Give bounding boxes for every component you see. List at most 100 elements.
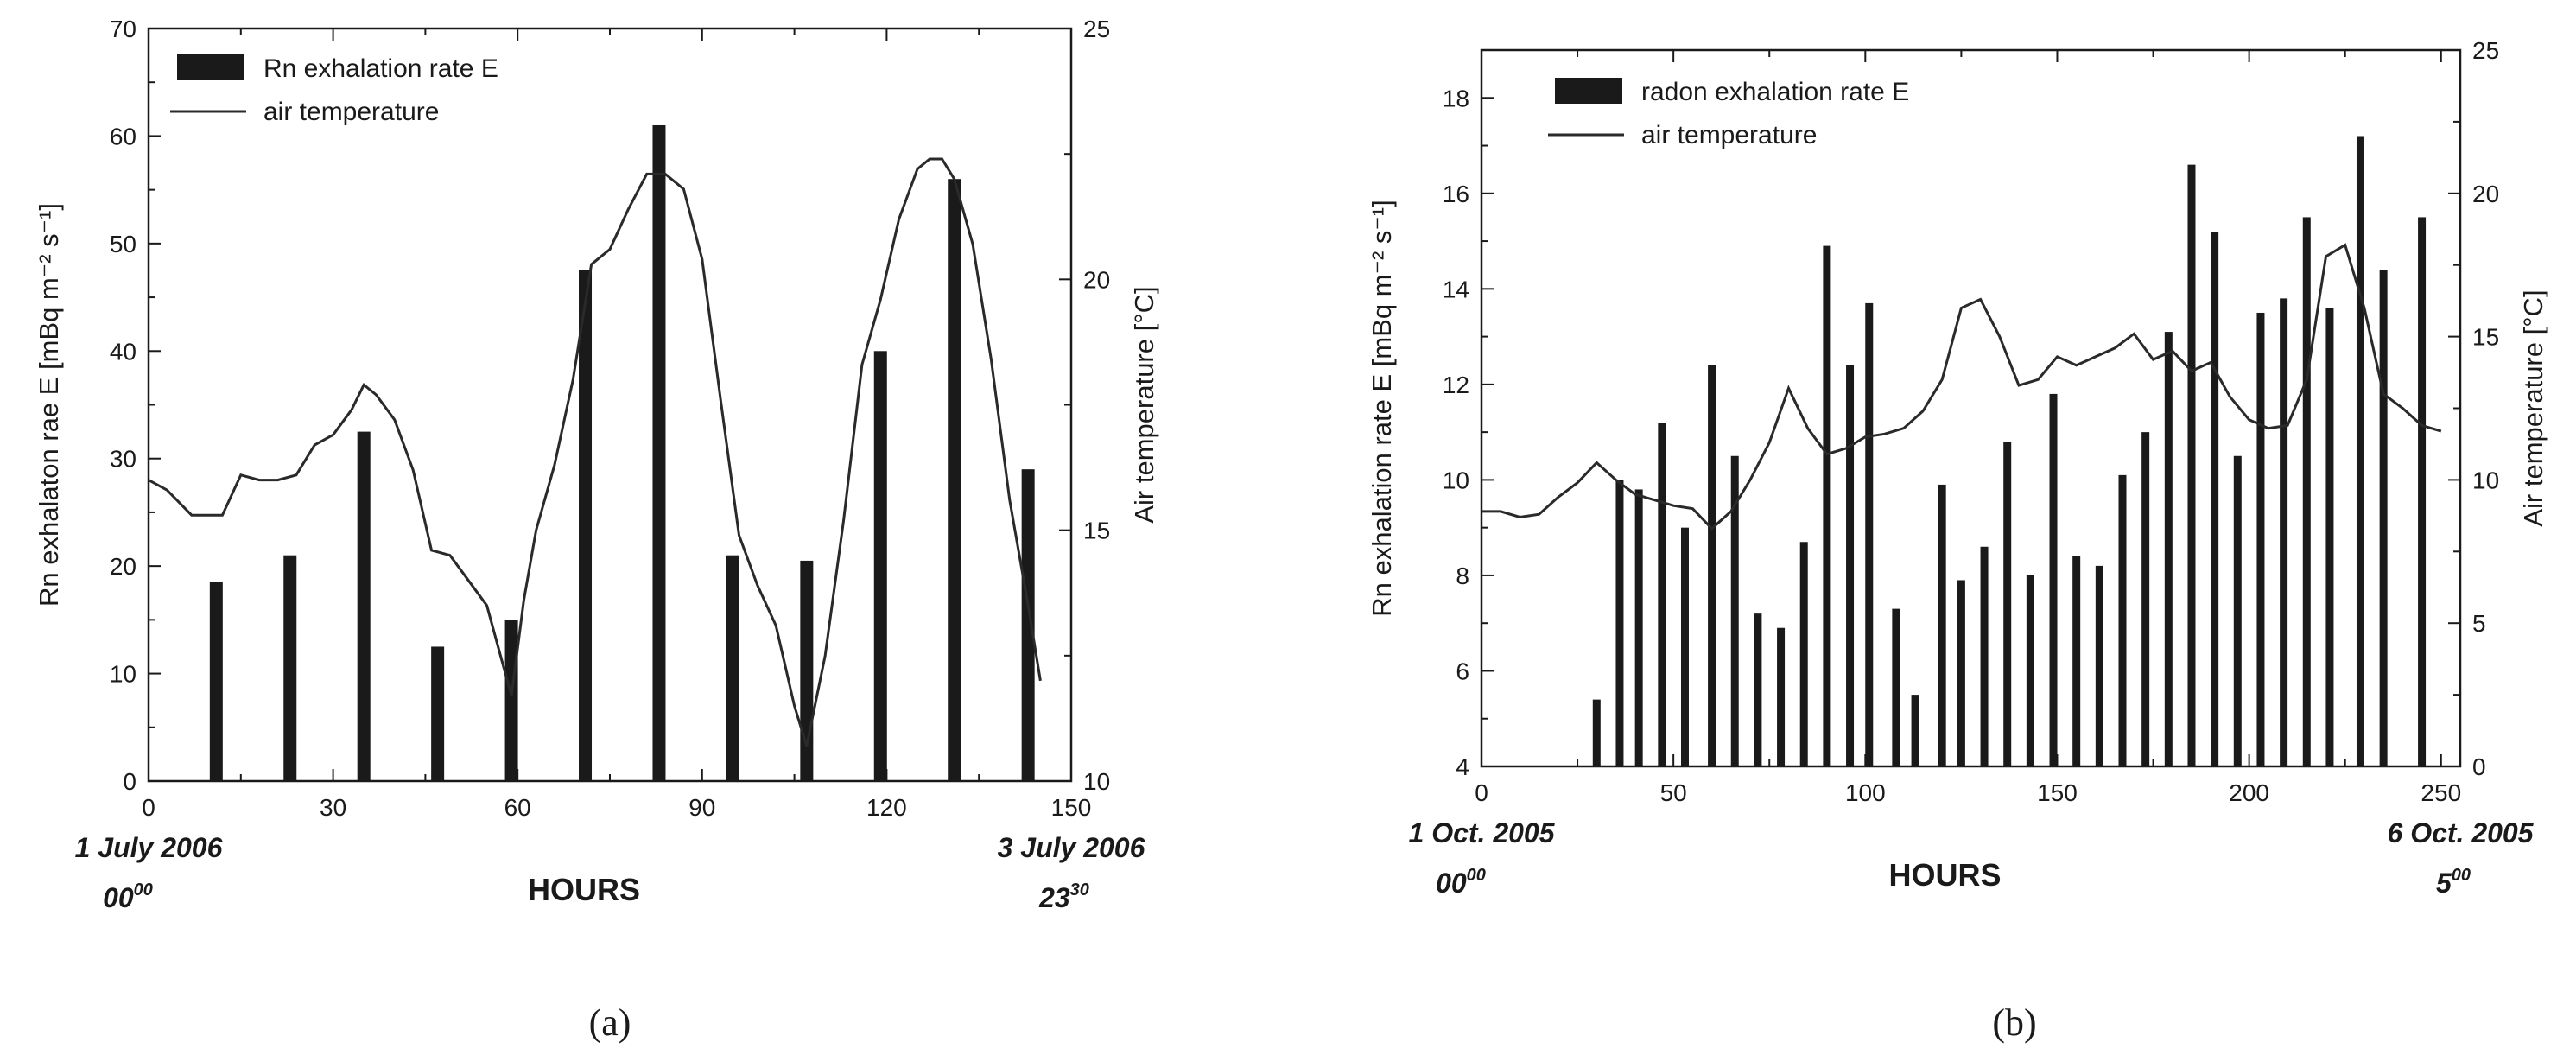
y-left-axis-title: Rn exhalation rate E [mBq m⁻² s⁻¹] — [1367, 200, 1397, 616]
exhalation-bar — [2302, 217, 2311, 766]
y-left-tick-label: 30 — [110, 446, 136, 473]
plot-frame — [1480, 48, 2462, 768]
exhalation-bar — [1658, 423, 1666, 766]
exhalation-bar — [2187, 164, 2196, 766]
exhalation-bar — [2280, 298, 2288, 766]
y-right-tick-label: 25 — [2472, 37, 2499, 64]
start-time-label: 0000 — [1436, 866, 1486, 899]
x-tick-label: 250 — [2421, 779, 2461, 806]
exhalation-bar — [579, 270, 593, 781]
exhalation-bar — [1754, 613, 1762, 766]
exhalation-bar — [1592, 699, 1601, 766]
exhalation-bar — [2211, 232, 2219, 767]
panel-caption: (a) — [589, 1001, 631, 1044]
x-axis-title: HOURS — [528, 872, 640, 907]
exhalation-bar — [726, 555, 739, 781]
x-tick-label: 30 — [320, 794, 346, 821]
exhalation-bar — [1615, 480, 1624, 766]
temperature-line — [148, 157, 1042, 747]
exhalation-bar — [2233, 455, 2242, 766]
y-right-tick-label: 10 — [1083, 768, 1110, 795]
x-tick-label: 150 — [1051, 794, 1092, 821]
exhalation-bar — [283, 555, 297, 781]
exhalation-bar — [1938, 484, 1946, 766]
y-left-tick-label: 6 — [1456, 658, 1469, 684]
x-tick-label: 50 — [1660, 779, 1687, 806]
y-left-tick-label: 18 — [1443, 85, 1469, 111]
exhalation-bar — [2049, 393, 2058, 766]
end-time-label: 500 — [2436, 866, 2471, 899]
end-date-label: 6 Oct. 2005 — [2388, 817, 2535, 848]
y-right-tick-label: 25 — [1083, 16, 1110, 42]
y-right-tick-label: 20 — [1083, 266, 1110, 293]
exhalation-bar — [652, 124, 666, 781]
exhalation-bar — [1021, 469, 1035, 781]
x-tick-label: 120 — [866, 794, 907, 821]
exhalation-bar — [2379, 270, 2388, 766]
exhalation-bar — [1708, 365, 1716, 766]
y-left-tick-label: 10 — [1443, 467, 1469, 493]
exhalation-bar — [2095, 565, 2103, 766]
legend-bar-swatch — [1555, 78, 1622, 104]
legend-bar-label: Rn exhalation rate E — [263, 54, 498, 83]
exhalation-bar — [2026, 575, 2034, 766]
exhalation-bar — [2418, 217, 2427, 766]
legend-bar-label: radon exhalation rate E — [1641, 78, 1909, 106]
exhalation-bar — [1799, 542, 1808, 766]
exhalation-bar — [1730, 455, 1739, 766]
start-date-label: 1 July 2006 — [75, 832, 223, 863]
y-left-tick-label: 0 — [123, 768, 136, 795]
exhalation-bar — [2003, 442, 2012, 766]
exhalation-bar — [504, 620, 518, 781]
x-tick-label: 0 — [142, 794, 155, 821]
exhalation-bar — [1823, 245, 1831, 766]
y-right-tick-label: 20 — [2472, 181, 2499, 207]
legend-line-label: air temperature — [263, 98, 439, 126]
exhalation-bar — [2072, 556, 2081, 766]
y-left-tick-label: 16 — [1443, 181, 1469, 207]
start-time-label: 0000 — [103, 880, 153, 913]
exhalation-bar — [2325, 308, 2334, 766]
x-tick-label: 100 — [1845, 779, 1886, 806]
exhalation-bar — [1980, 546, 1989, 766]
exhalation-bar — [1777, 627, 1786, 766]
exhalation-bar — [2256, 312, 2265, 766]
exhalation-bar — [357, 431, 371, 781]
y-right-tick-label: 15 — [1083, 518, 1110, 544]
y-right-tick-label: 10 — [2472, 467, 2499, 493]
y-right-tick-label: 15 — [2472, 324, 2499, 351]
y-left-tick-label: 70 — [110, 16, 136, 42]
y-right-axis-title: Air temperature [°C] — [1129, 286, 1159, 523]
y-left-tick-label: 20 — [110, 553, 136, 580]
exhalation-bar — [2164, 332, 2173, 766]
x-tick-label: 0 — [1475, 779, 1488, 806]
exhalation-bar — [2118, 474, 2127, 766]
y-right-tick-label: 0 — [2472, 753, 2486, 780]
x-tick-label: 150 — [2037, 779, 2078, 806]
y-left-axis-title: Rn exhalaton rae E [mBq m⁻² s⁻¹] — [34, 203, 64, 607]
exhalation-bar — [800, 560, 814, 781]
legend-line-label: air temperature — [1641, 121, 1817, 149]
chart-panel-b: 0 50 100 150 200 250 4 6 8 10 12 14 16 18 0 5 10 15 20 25 ra… — [1367, 37, 2548, 1044]
exhalation-bar — [1957, 580, 1965, 766]
y-left-tick-label: 12 — [1443, 372, 1469, 398]
y-left-tick-label: 60 — [110, 123, 136, 149]
exhalation-bar — [873, 351, 887, 781]
exhalation-bar — [1911, 695, 1919, 766]
x-tick-label: 90 — [688, 794, 715, 821]
y-left-tick-label: 10 — [110, 661, 136, 688]
end-date-label: 3 July 2006 — [998, 832, 1145, 863]
exhalation-bar — [2141, 432, 2150, 766]
legend-bar-swatch — [177, 54, 244, 80]
exhalation-bar — [2356, 136, 2364, 767]
y-left-tick-label: 40 — [110, 338, 136, 365]
exhalation-bar — [209, 582, 223, 781]
y-right-axis-title: Air temperature [°C] — [2518, 289, 2548, 526]
exhalation-bar — [431, 646, 445, 781]
y-left-tick-label: 4 — [1456, 753, 1469, 780]
panel-caption: (b) — [1992, 1001, 2036, 1044]
y-left-tick-label: 8 — [1456, 562, 1469, 589]
exhalation-bar — [1634, 489, 1643, 766]
chart-panel-a: 0 30 60 90 120 150 0 10 20 30 40 50 60 70 10 15 20 25 Rn e… — [34, 16, 1159, 1044]
